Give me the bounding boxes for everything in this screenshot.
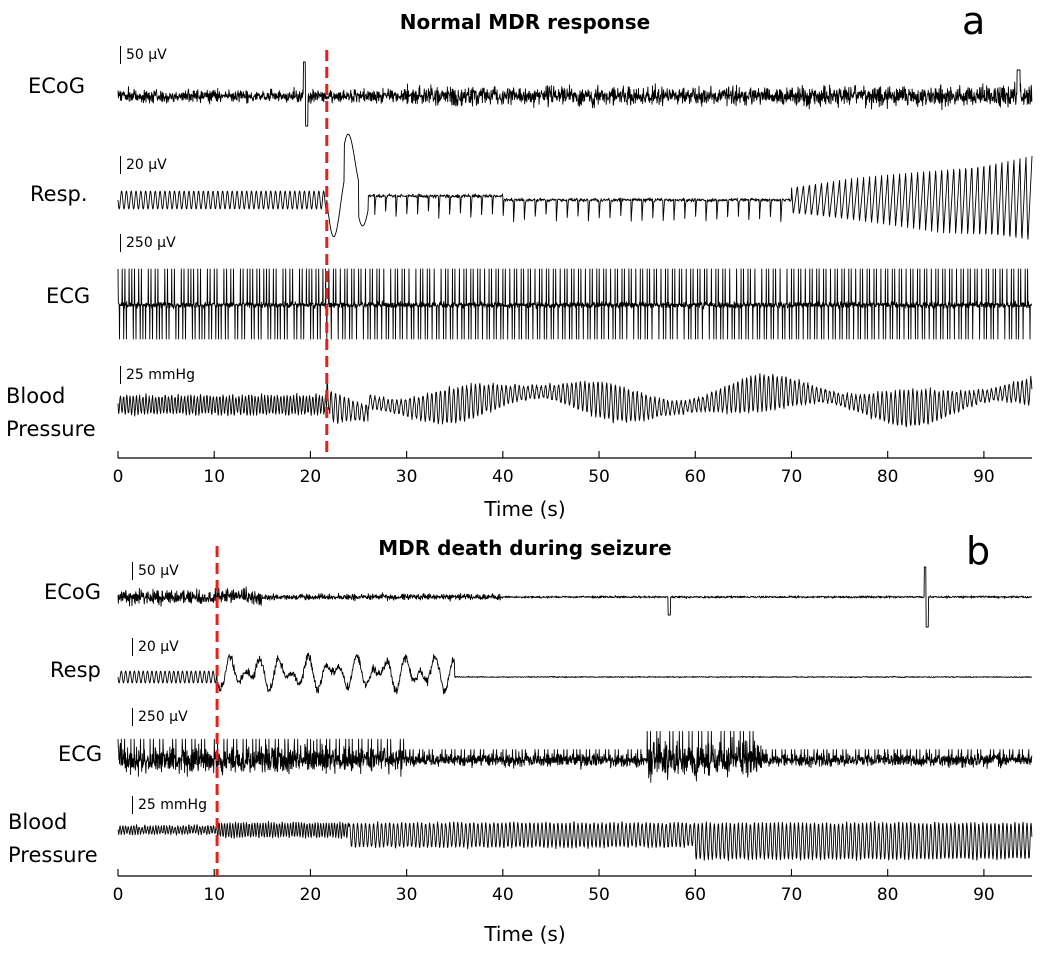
channel-label-ecog: ECoG xyxy=(28,74,86,98)
x-axis-label-b: Time (s) xyxy=(484,922,566,946)
x-tick-label: 90 xyxy=(973,467,995,487)
channel-label-bp: Blood Pressure xyxy=(6,384,96,441)
x-tick-label: 40 xyxy=(492,467,514,487)
scale-bar-ecog: 50 µV xyxy=(120,46,167,64)
panel-a: 0 10 20 30 40 50 60 70 80 90 Normal MDR response … xyxy=(6,0,1033,521)
channel-label-ecg: ECG xyxy=(46,284,91,308)
x-tick-label: 70 xyxy=(781,467,803,487)
resp-trace-a xyxy=(117,133,1033,240)
scale-bar-ecg: 250 µV xyxy=(132,708,188,726)
x-tick-label: 0 xyxy=(113,467,124,487)
scale-bar-resp: 20 µV xyxy=(120,156,167,174)
scale-bar-resp: 20 µV xyxy=(132,638,179,656)
x-tick-label: 20 xyxy=(300,467,322,487)
x-tick-label: 60 xyxy=(684,885,706,905)
ecg-trace-b xyxy=(117,730,1033,783)
plot-area-a: 0 10 20 30 40 50 60 70 80 90 xyxy=(113,50,1033,487)
channel-label-resp: Resp xyxy=(50,658,101,682)
bp-trace-b xyxy=(117,820,1033,862)
x-tick-label: 90 xyxy=(973,885,995,905)
x-tick-label: 80 xyxy=(877,885,899,905)
scale-bar-bp: 25 mmHg xyxy=(132,796,207,814)
x-tick-label: 10 xyxy=(203,885,225,905)
x-axis-label-a: Time (s) xyxy=(484,497,566,521)
scale-bar-ecg: 250 µV xyxy=(120,234,176,252)
scale-bar-bp: 25 mmHg xyxy=(120,366,195,384)
x-tick-label: 20 xyxy=(300,885,322,905)
plot-area-b: 0 10 20 30 40 50 60 70 80 90 xyxy=(113,546,1033,905)
x-tick-label: 10 xyxy=(203,467,225,487)
x-tick-label: 70 xyxy=(781,885,803,905)
ecg-trace-a xyxy=(117,268,1033,340)
channel-label-ecog: ECoG xyxy=(44,580,102,604)
panel-b: 0 10 20 30 40 50 60 70 80 90 MDR death during sei… xyxy=(0,530,1050,954)
chart-title-b: MDR death during seizure xyxy=(378,536,672,560)
resp-trace-b xyxy=(117,652,1033,695)
x-tick-label: 40 xyxy=(492,885,514,905)
x-tick-label: 60 xyxy=(684,467,706,487)
ecog-trace-b xyxy=(117,566,1033,628)
channel-label-bp: Blood Pressure xyxy=(8,810,98,867)
x-tick-label: 30 xyxy=(396,467,418,487)
channel-label-ecg: ECG xyxy=(58,742,103,766)
x-tick-label: 80 xyxy=(877,467,899,487)
x-tick-label: 50 xyxy=(588,885,610,905)
chart-title-a: Normal MDR response xyxy=(399,10,651,34)
x-tick-label: 50 xyxy=(588,467,610,487)
x-tick-label: 0 xyxy=(113,885,124,905)
ecog-trace-a xyxy=(117,61,1033,127)
panel-letter-b: b xyxy=(966,529,991,573)
scale-bar-ecog: 50 µV xyxy=(132,562,179,580)
channel-label-resp: Resp. xyxy=(30,182,88,206)
panel-letter-a: a xyxy=(962,0,986,43)
x-tick-label: 30 xyxy=(396,885,418,905)
bp-trace-a xyxy=(117,373,1033,428)
